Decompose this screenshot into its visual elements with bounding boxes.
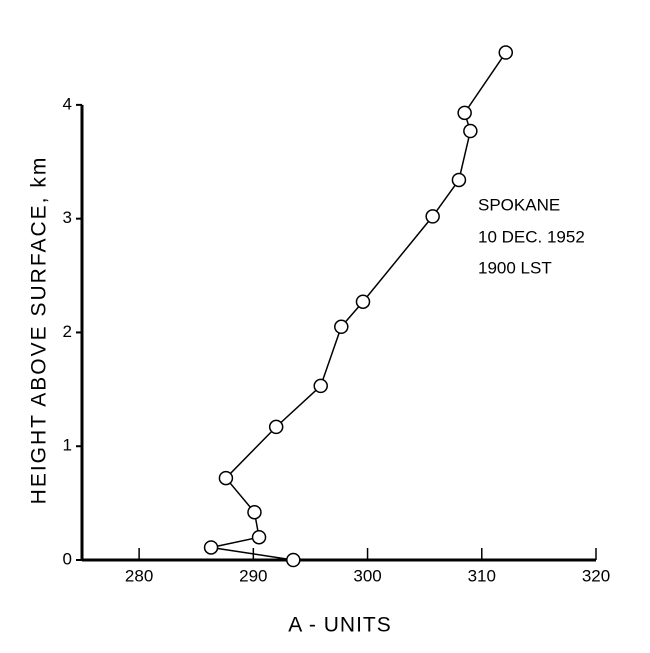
data-point xyxy=(247,504,262,520)
data-point xyxy=(451,172,467,188)
annotation: SPOKANE xyxy=(478,195,560,214)
data-point xyxy=(268,419,284,435)
data-point xyxy=(425,209,440,224)
data-point xyxy=(498,45,514,60)
annotation: 1900 LST xyxy=(478,258,552,277)
x-tick-label: 280 xyxy=(125,566,153,585)
y-tick-label: 3 xyxy=(63,208,72,227)
y-tick-label: 2 xyxy=(63,322,72,341)
data-point xyxy=(463,123,478,139)
data-point xyxy=(334,319,349,335)
x-axis-label: A - UNITS xyxy=(288,614,392,637)
y-axis-label: HEIGHT ABOVE SURFACE, km xyxy=(28,156,51,505)
x-tick-label: 310 xyxy=(468,566,496,585)
data-point xyxy=(457,105,472,121)
y-tick-label: 1 xyxy=(63,436,72,455)
x-tick-label: 320 xyxy=(582,566,610,585)
data-point xyxy=(355,294,371,309)
data-point xyxy=(286,552,301,568)
x-tick-label: 300 xyxy=(353,566,381,585)
data-point xyxy=(313,378,328,394)
x-tick-label: 290 xyxy=(239,566,267,585)
data-point xyxy=(251,529,267,545)
data-point xyxy=(203,540,219,555)
y-tick-label: 0 xyxy=(63,549,72,568)
y-tick-label: 4 xyxy=(63,94,72,113)
annotation: 10 DEC. 1952 xyxy=(478,227,585,246)
data-point xyxy=(218,470,234,486)
